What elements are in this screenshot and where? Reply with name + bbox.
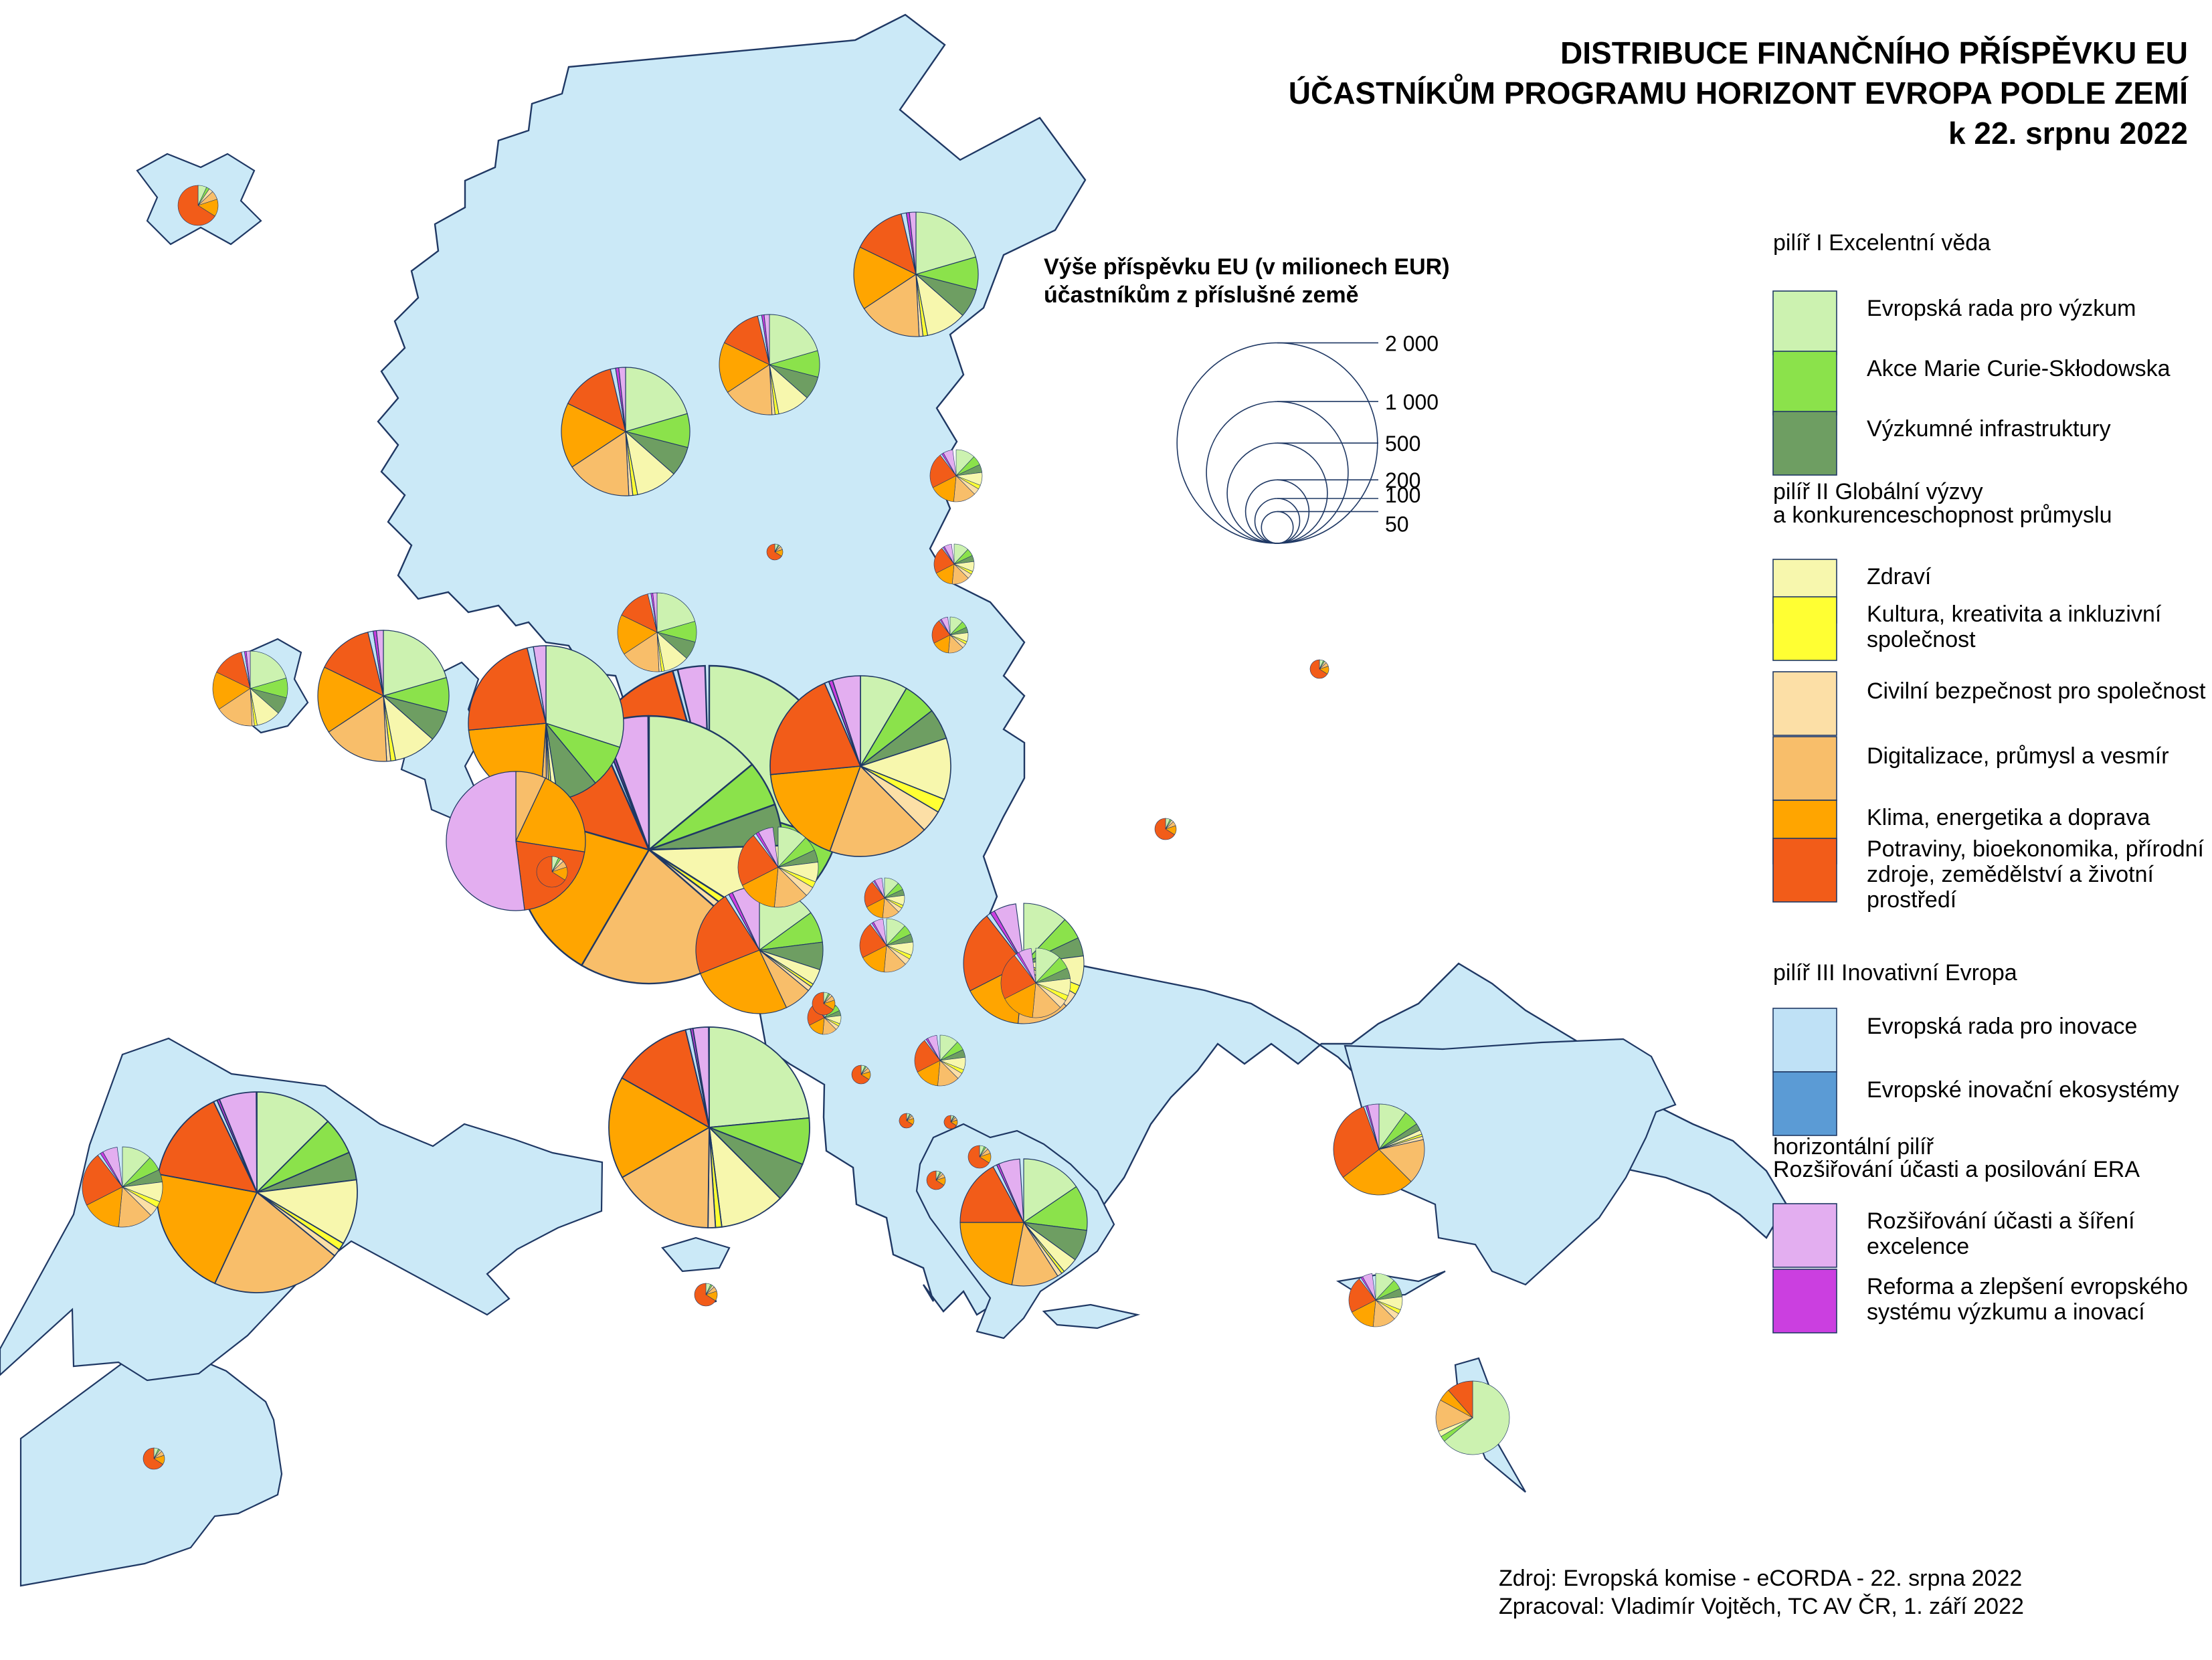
svg-text:1 000: 1 000 — [1385, 390, 1439, 414]
svg-text:2 000: 2 000 — [1385, 331, 1439, 355]
svg-text:Evropská rada pro inovace: Evropská rada pro inovace — [1867, 1014, 2137, 1039]
svg-text:Evropská rada pro výzkum: Evropská rada pro výzkum — [1867, 296, 2136, 321]
svg-text:Rozšiřování účasti a šíření: Rozšiřování účasti a šíření — [1867, 1208, 2135, 1234]
svg-text:a konkurenceschopnost průmyslu: a konkurenceschopnost průmyslu — [1773, 502, 2112, 528]
svg-text:Digitalizace, průmysl a vesmír: Digitalizace, průmysl a vesmír — [1867, 743, 2169, 769]
svg-text:účastníkům z příslušné země: účastníkům z příslušné země — [1044, 282, 1359, 308]
svg-text:Kultura, kreativita a inkluziv: Kultura, kreativita a inkluzivní — [1867, 602, 2162, 627]
svg-text:Zpracoval: Vladimír Vojtěch, T: Zpracoval: Vladimír Vojtěch, TC AV ČR, 1… — [1499, 1594, 2024, 1619]
svg-text:pilíř I Excelentní věda: pilíř I Excelentní věda — [1773, 230, 1991, 256]
svg-text:Rozšiřování účasti a posilován: Rozšiřování účasti a posilování ERA — [1773, 1157, 2140, 1182]
svg-text:Reforma a zlepšení evropského: Reforma a zlepšení evropského — [1867, 1274, 2188, 1299]
svg-text:Klima, energetika a doprava: Klima, energetika a doprava — [1867, 805, 2150, 830]
svg-text:Zdroj: Evropská komise - eCORD: Zdroj: Evropská komise - eCORDA - 22. sr… — [1499, 1566, 2022, 1591]
svg-text:pilíř III Inovativní Evropa: pilíř III Inovativní Evropa — [1773, 960, 2017, 986]
svg-text:Zdraví: Zdraví — [1867, 564, 1932, 589]
svg-text:zdroje, zemědělství a životní: zdroje, zemědělství a životní — [1867, 862, 2154, 887]
svg-text:Potraviny, bioekonomika, příro: Potraviny, bioekonomika, přírodní — [1867, 836, 2205, 862]
svg-text:Akce Marie Curie-Skłodowska: Akce Marie Curie-Skłodowska — [1867, 356, 2171, 381]
svg-text:500: 500 — [1385, 432, 1420, 456]
svg-text:Civilní bezpečnost pro společn: Civilní bezpečnost pro společnost — [1867, 678, 2206, 704]
svg-text:horizontální pilíř: horizontální pilíř — [1773, 1134, 1934, 1160]
svg-text:prostředí: prostředí — [1867, 887, 1957, 913]
svg-text:100: 100 — [1385, 483, 1420, 507]
svg-text:systému výzkumu a inovací: systému výzkumu a inovací — [1867, 1299, 2145, 1325]
svg-text:k 22. srpnu 2022: k 22. srpnu 2022 — [1948, 116, 2188, 151]
svg-text:excelence: excelence — [1867, 1234, 1969, 1259]
svg-text:50: 50 — [1385, 513, 1409, 537]
svg-text:společnost: společnost — [1867, 627, 1976, 652]
svg-text:ÚČASTNÍKŮM PROGRAMU HORIZONT E: ÚČASTNÍKŮM PROGRAMU HORIZONT EVROPA PODL… — [1289, 74, 2189, 110]
svg-text:DISTRIBUCE FINANČNÍHO PŘÍSPĚVK: DISTRIBUCE FINANČNÍHO PŘÍSPĚVKU EU — [1560, 35, 2188, 70]
svg-text:Evropské inovační ekosystémy: Evropské inovační ekosystémy — [1867, 1077, 2179, 1103]
svg-text:pilíř II Globální výzvy: pilíř II Globální výzvy — [1773, 479, 1983, 504]
svg-text:Výše příspěvku EU (v milionech: Výše příspěvku EU (v milionech EUR) — [1044, 254, 1450, 280]
svg-text:Výzkumné infrastruktury: Výzkumné infrastruktury — [1867, 416, 2111, 442]
